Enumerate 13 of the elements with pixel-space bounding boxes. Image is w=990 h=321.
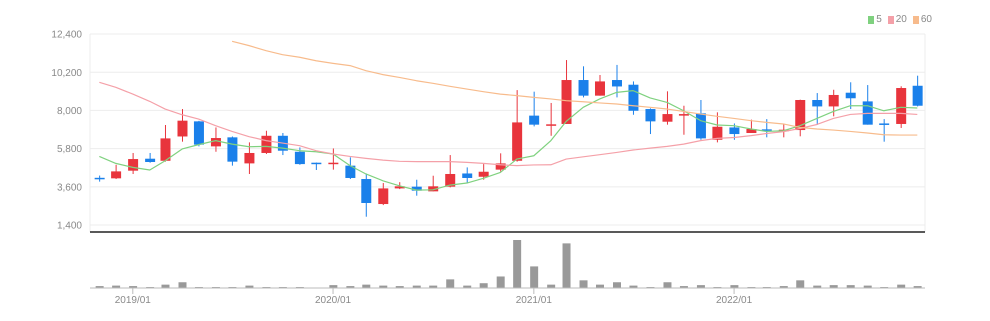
legend-label: 20 — [896, 14, 907, 25]
x-tick-label: 2022/01 — [716, 295, 753, 306]
legend-label: 5 — [876, 14, 882, 25]
y-tick-label: 10,200 — [51, 68, 82, 79]
y-tick-label: 8,000 — [56, 106, 82, 117]
x-tick-label: 2019/01 — [114, 295, 152, 306]
y-tick-label: 5,800 — [56, 144, 82, 156]
y-tick-label: 12,400 — [51, 30, 82, 41]
x-tick-label: 2020/01 — [314, 295, 352, 306]
x-tick-label: 2021/01 — [516, 295, 552, 306]
legend-label: 60 — [920, 14, 932, 25]
y-tick-label: 3,600 — [56, 182, 82, 194]
y-tick-label: 1,400 — [56, 220, 82, 232]
